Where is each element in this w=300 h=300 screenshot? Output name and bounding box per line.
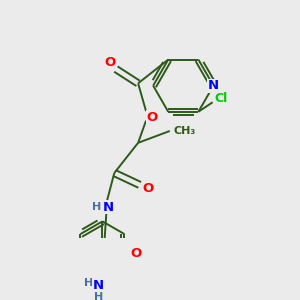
Text: O: O xyxy=(147,111,158,124)
Text: N: N xyxy=(208,79,219,92)
Text: H: H xyxy=(83,278,93,288)
Text: H: H xyxy=(92,202,101,212)
Text: CH₃: CH₃ xyxy=(173,126,195,136)
Text: N: N xyxy=(102,201,113,214)
Text: O: O xyxy=(104,56,115,69)
Text: H: H xyxy=(94,292,103,300)
Text: O: O xyxy=(142,182,153,195)
Text: Cl: Cl xyxy=(214,92,227,105)
Text: N: N xyxy=(93,279,104,292)
Text: O: O xyxy=(130,247,141,260)
